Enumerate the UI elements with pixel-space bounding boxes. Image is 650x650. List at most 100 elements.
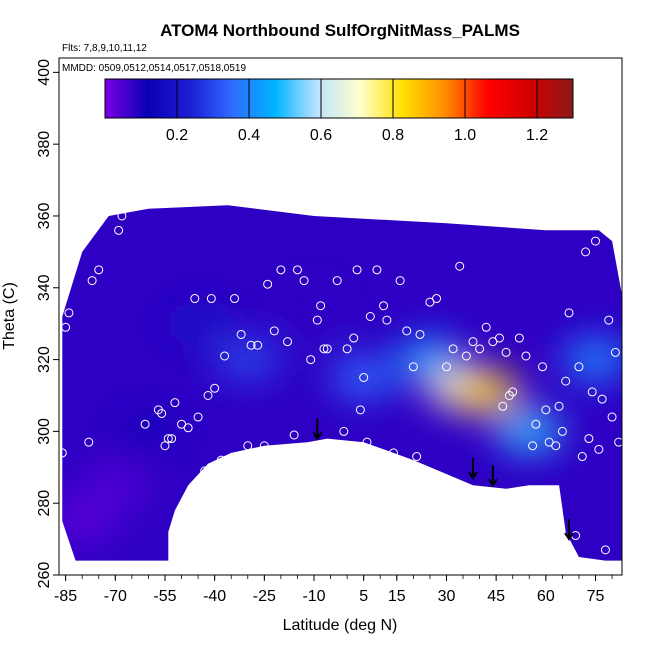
sample-point <box>455 261 465 271</box>
colorbar-tick-label: 0.8 <box>382 127 404 144</box>
sample-point <box>114 225 124 235</box>
x-axis-label: Latitude (deg N) <box>283 617 398 634</box>
field-cell <box>329 355 398 400</box>
x-tick-label: 15 <box>388 588 406 605</box>
sample-point <box>600 545 610 555</box>
sample-point <box>561 376 571 386</box>
sample-point <box>210 383 220 393</box>
colorbar-tick-label: 1.2 <box>526 127 548 144</box>
sample-point <box>183 423 193 433</box>
sample-point <box>610 347 620 357</box>
sample-point <box>607 412 617 422</box>
sample-point <box>117 211 127 221</box>
sample-point <box>402 326 412 336</box>
sample-point <box>395 276 405 286</box>
sample-point <box>312 315 322 325</box>
field-cell <box>452 369 521 414</box>
sample-point <box>259 441 269 451</box>
sample-point <box>87 276 97 286</box>
y-axis-label: Theta (C) <box>1 282 18 350</box>
sample-point <box>551 441 561 451</box>
sample-point <box>236 329 246 339</box>
sample-point <box>554 401 564 411</box>
colorbar-tick-label: 1.0 <box>454 127 476 144</box>
sample-point <box>206 294 216 304</box>
sample-point <box>306 355 316 365</box>
sample-point <box>475 344 485 354</box>
sample-point <box>379 301 389 311</box>
sample-point <box>263 279 273 289</box>
sample-point <box>57 448 67 458</box>
dates-annotation: MMDD: 0509,0512,0514,0517,0518,0519 <box>62 63 246 74</box>
sample-point <box>339 426 349 436</box>
sample-point <box>160 441 170 451</box>
sample-point <box>584 434 594 444</box>
sample-point <box>200 466 210 476</box>
sample-point <box>349 333 359 343</box>
tropopause-arrow <box>468 458 478 480</box>
colorbar: 0.2 0.4 0.6 0.8 1.0 1.2 <box>104 78 574 144</box>
field-cell <box>164 301 233 346</box>
x-tick-label: 60 <box>537 588 555 605</box>
sample-point <box>365 312 375 321</box>
field-cell <box>213 337 282 382</box>
y-axis: 260 280 300 320 340 360 380 400 <box>36 59 59 588</box>
sample-point <box>441 362 451 372</box>
tropopause-arrow <box>564 519 574 541</box>
sample-point <box>230 294 240 304</box>
sample-point <box>163 434 173 444</box>
sample-point <box>203 390 213 400</box>
sample-point <box>170 398 180 408</box>
sample-point <box>415 329 425 339</box>
sample-point <box>332 276 342 286</box>
sample-point <box>408 362 418 372</box>
sample-point <box>193 412 203 422</box>
sample-point <box>587 387 597 397</box>
sample-point <box>388 448 398 458</box>
sample-point <box>468 337 478 347</box>
field-blobs <box>62 283 622 544</box>
sample-point <box>299 276 309 286</box>
sample-points <box>57 211 624 555</box>
field-cell <box>114 409 183 454</box>
sample-point <box>319 344 329 354</box>
sample-point <box>316 301 326 311</box>
x-tick-label: 45 <box>487 588 505 605</box>
sample-point <box>372 265 382 275</box>
sample-point <box>581 247 591 257</box>
sample-point <box>157 408 167 418</box>
x-tick-label: -25 <box>253 588 276 605</box>
x-tick-label: -70 <box>104 588 127 605</box>
sample-point <box>577 452 587 462</box>
colorbar-tick-label: 0.2 <box>166 127 188 144</box>
sample-point <box>246 340 256 350</box>
sample-point <box>461 351 471 361</box>
sample-point <box>243 441 253 451</box>
sample-point <box>501 347 511 357</box>
sample-point <box>591 236 601 246</box>
y-tick-label: 360 <box>36 203 53 230</box>
sample-point <box>528 441 538 451</box>
x-tick-label: -85 <box>54 588 77 605</box>
sample-point <box>547 534 557 544</box>
y-tick-label: 400 <box>36 59 53 86</box>
y-tick-label: 260 <box>36 562 53 589</box>
x-tick-label: -55 <box>153 588 176 605</box>
sample-point <box>538 362 548 372</box>
field-region <box>62 205 622 561</box>
sample-point <box>342 344 352 354</box>
sample-point <box>498 401 508 411</box>
sample-point <box>190 294 200 304</box>
field-cell <box>81 463 150 508</box>
y-tick-label: 320 <box>36 346 53 373</box>
field-cell <box>495 409 564 454</box>
sample-point <box>61 322 71 332</box>
tropopause-arrows <box>312 418 574 541</box>
sample-point <box>352 265 362 275</box>
x-tick-label: 5 <box>359 588 368 605</box>
sample-point <box>508 387 518 397</box>
sample-point <box>94 265 104 275</box>
sample-point <box>481 322 491 332</box>
colorbar-gradient <box>104 78 574 119</box>
